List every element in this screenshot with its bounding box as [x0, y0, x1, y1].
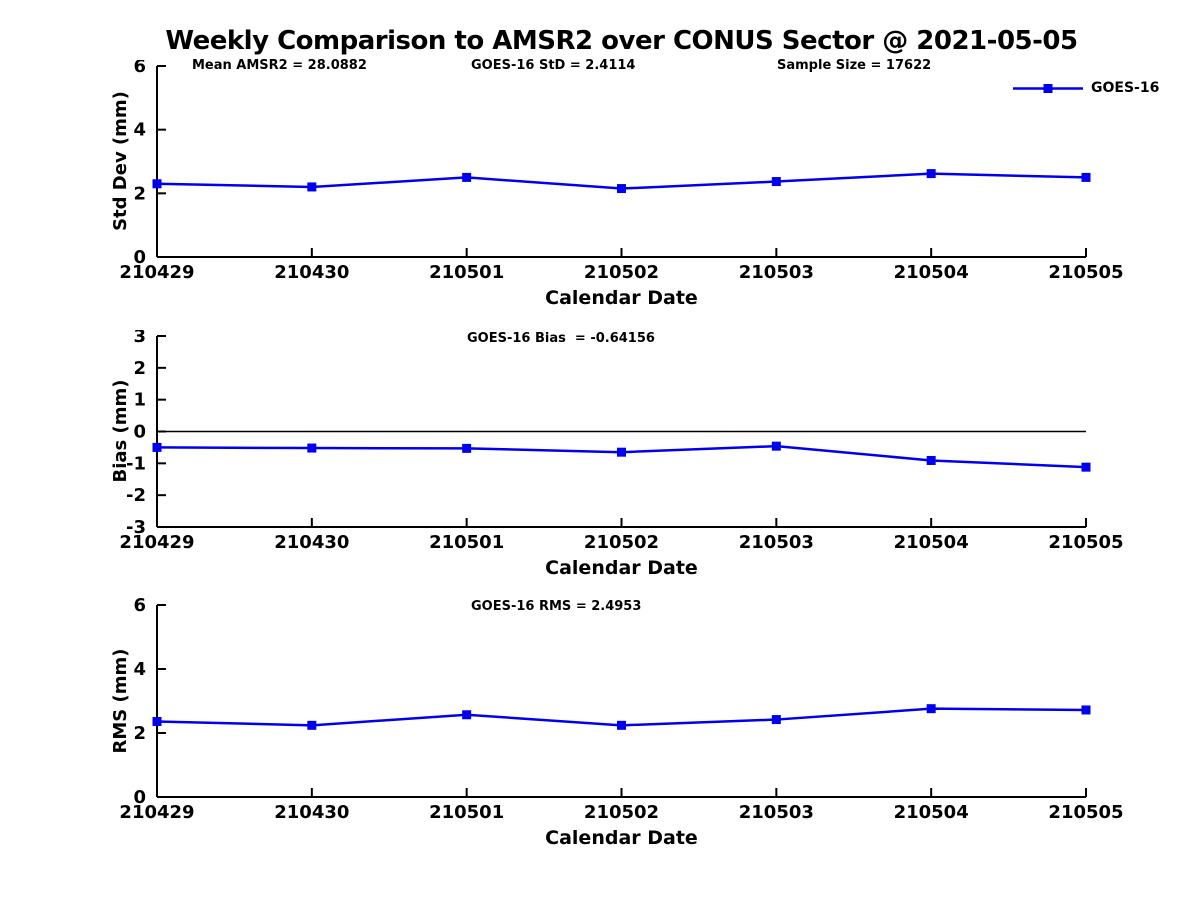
x-tick-label: 210430: [274, 802, 349, 823]
data-point-marker: [462, 443, 472, 453]
annotation-sample-size: Sample Size = 17622: [777, 58, 932, 73]
x-tick-label: 210430: [274, 262, 349, 283]
y-tick-label: 0: [133, 247, 146, 268]
y-tick-label: 1: [133, 390, 146, 411]
data-point-marker: [926, 169, 936, 179]
x-tick-label: 210502: [584, 532, 659, 553]
data-point-marker: [771, 441, 781, 451]
y-tick-label: 0: [133, 422, 146, 443]
legend-line-marker-icon: [1013, 83, 1083, 93]
data-point-marker: [926, 704, 936, 714]
x-tick-label: 210429: [119, 262, 194, 283]
x-axis-label-bias: Calendar Date: [545, 557, 698, 579]
y-tick-label: 3: [133, 330, 146, 347]
data-point-marker: [307, 720, 317, 730]
data-point-marker: [152, 179, 162, 189]
x-tick-label: 210503: [739, 802, 814, 823]
data-point-marker: [771, 715, 781, 725]
y-tick-label: 2: [133, 183, 146, 204]
x-tick-label: 210502: [584, 802, 659, 823]
legend-label: GOES-16: [1091, 80, 1160, 96]
legend: GOES-16: [1013, 78, 1159, 98]
data-point-marker: [307, 443, 317, 453]
y-tick-label: -3: [126, 517, 146, 538]
data-point-marker: [462, 710, 472, 720]
x-tick-label: 210503: [739, 262, 814, 283]
annotation-goes16-bias: GOES-16 Bias = -0.64156: [467, 331, 655, 346]
annotation-goes16-std: GOES-16 StD = 2.4114: [471, 58, 636, 73]
data-point-marker: [926, 455, 936, 465]
data-point-marker: [462, 172, 472, 182]
x-tick-label: 210501: [429, 262, 504, 283]
figure-title: Weekly Comparison to AMSR2 over CONUS Se…: [165, 26, 1078, 56]
x-axis-label-std-dev: Calendar Date: [545, 287, 698, 309]
x-tick-label: 210501: [429, 532, 504, 553]
data-point-marker: [152, 442, 162, 452]
annotation-mean-amsr2: Mean AMSR2 = 28.0882: [192, 58, 367, 73]
data-point-marker: [307, 182, 317, 192]
x-tick-label: 210430: [274, 532, 349, 553]
y-tick-label: 4: [133, 659, 146, 680]
y-tick-label: -2: [126, 485, 146, 506]
x-tick-label: 210504: [894, 532, 969, 553]
y-tick-label: -1: [126, 453, 146, 474]
x-tick-label: 210502: [584, 262, 659, 283]
x-tick-label: 210503: [739, 532, 814, 553]
x-tick-label: 210505: [1048, 262, 1123, 283]
data-point-marker: [1081, 462, 1091, 472]
std-dev-plot: 0 2 4 6 210429 210430 210501 210502 210503 210504…: [119, 60, 1123, 283]
bias-plot: -3 -2 -1 0 1 2 3 210429 210430 210501 210502 210503…: [119, 330, 1123, 553]
x-tick-label: 210504: [894, 262, 969, 283]
x-tick-label: 210429: [119, 532, 194, 553]
x-tick-label: 210505: [1048, 802, 1123, 823]
data-point-marker: [1081, 172, 1091, 182]
data-point-marker: [152, 716, 162, 726]
y-tick-label: 0: [133, 787, 146, 808]
x-axis-label-rms: Calendar Date: [545, 827, 698, 849]
y-tick-label: 6: [133, 60, 146, 77]
x-tick-label: 210505: [1048, 532, 1123, 553]
y-tick-label: 6: [133, 598, 146, 616]
x-tick-label: 210429: [119, 802, 194, 823]
data-point-marker: [1081, 705, 1091, 715]
y-tick-label: 4: [133, 120, 146, 141]
x-tick-label: 210504: [894, 802, 969, 823]
annotation-goes16-rms: GOES-16 RMS = 2.4953: [471, 599, 642, 614]
data-point-marker: [617, 447, 626, 457]
y-tick-label: 2: [133, 723, 146, 744]
data-point-marker: [617, 720, 626, 730]
data-point-marker: [617, 184, 626, 194]
x-tick-label: 210501: [429, 802, 504, 823]
y-tick-label: 2: [133, 358, 146, 379]
rms-plot: 0 2 4 6 210429 210430 210501 210502 210503 210504…: [119, 598, 1123, 823]
data-point-marker: [771, 177, 781, 187]
